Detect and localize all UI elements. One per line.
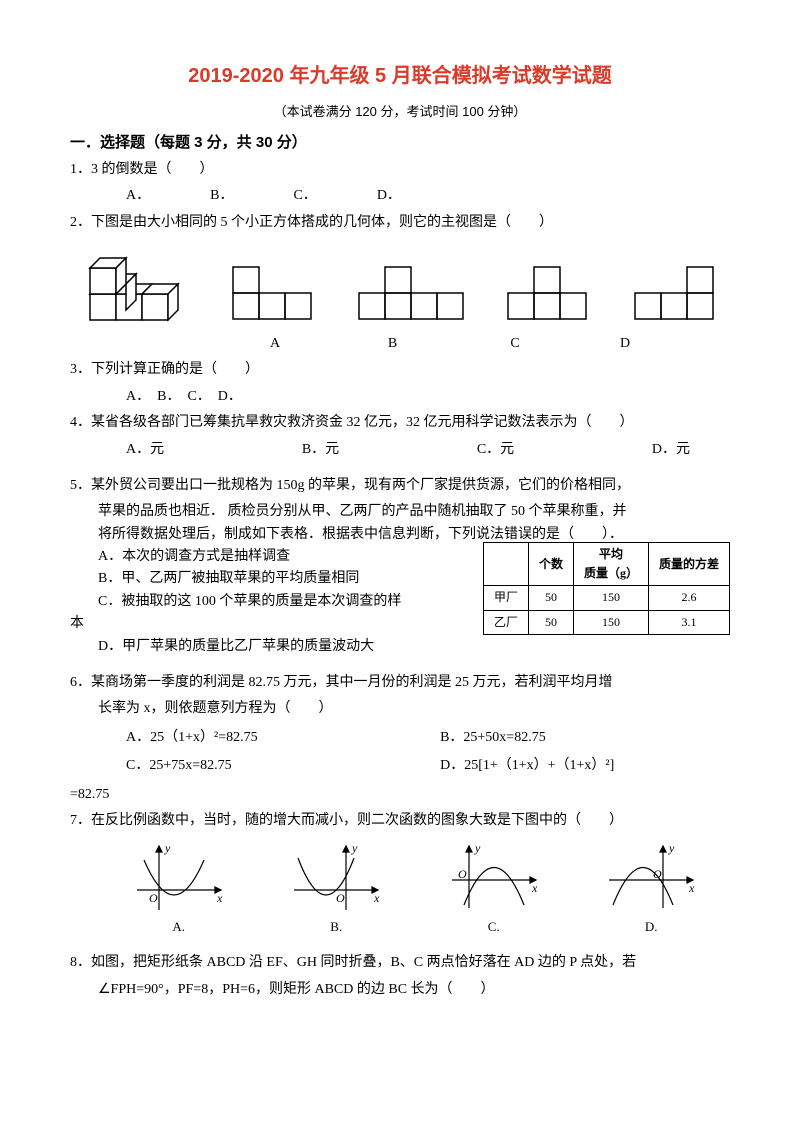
svg-text:O: O — [149, 891, 158, 905]
q7-fig-d-icon: x y O — [601, 840, 701, 915]
q2-option-a-icon — [228, 259, 318, 329]
q6-a: A．25（1+x）²=82.75 — [126, 727, 440, 749]
q5-r2-name: 乙厂 — [483, 610, 528, 634]
page-subtitle: （本试卷满分 120 分，考试时间 100 分钟） — [70, 102, 730, 123]
q5-l1: 5．某外贸公司要出口一批规格为 150g 的苹果，现有两个厂家提供货源，它们的价… — [70, 475, 730, 497]
q5-l2: 苹果的品质也相近． 质检员分别从甲、乙两厂的产品中随机抽取了 50 个苹果称重，… — [70, 501, 730, 523]
q7-c-label: C. — [444, 917, 544, 938]
svg-text:x: x — [216, 891, 223, 905]
q7-text: 7．在反比例函数中，当时，随的增大而减小，则二次函数的图象大致是下图中的（ ） — [70, 810, 730, 832]
q2-label-a: A — [220, 333, 330, 355]
table-row: 乙厂 50 150 3.1 — [483, 610, 729, 634]
q5-r1-c3: 2.6 — [648, 586, 729, 610]
q4-d: D．元 — [652, 439, 690, 461]
q1-c: C． — [293, 185, 316, 207]
q4-choices: A．元 B．元 C．元 D．元 — [70, 439, 730, 461]
q5-r1-name: 甲厂 — [483, 586, 528, 610]
table-row: 甲厂 50 150 2.6 — [483, 586, 729, 610]
q5-r1-c2: 150 — [573, 586, 648, 610]
q5-r2-c3: 3.1 — [648, 610, 729, 634]
q6-l1: 6．某商场第一季度的利润是 82.75 万元，其中一月份的利润是 25 万元，若… — [70, 672, 730, 694]
q5-table: 个数 平均质量（g） 质量的方差 甲厂 50 150 2.6 乙厂 50 150… — [483, 542, 730, 635]
q4-b: B．元 — [302, 439, 339, 461]
q6-eq: =82.75 — [70, 784, 730, 806]
q1-a: A． — [126, 185, 150, 207]
q8-l1: 8．如图，把矩形纸条 ABCD 沿 EF、GH 同时折叠，B、C 两点恰好落在 … — [70, 952, 730, 974]
q2-solid-icon — [80, 244, 190, 329]
q2-option-b-icon — [355, 259, 465, 329]
q2-option-d-icon — [630, 259, 720, 329]
q5-th-blank — [483, 543, 528, 586]
section-1-title: 一．选择题（每题 3 分，共 30 分） — [70, 131, 730, 155]
q7-fig-b-icon: x y O — [286, 840, 386, 915]
q2-text: 2．下图是由大小相同的 5 个小正方体搭成的几何体，则它的主视图是（ ） — [70, 212, 730, 234]
page-title: 2019-2020 年九年级 5 月联合模拟考试数学试题 — [70, 60, 730, 92]
svg-text:x: x — [688, 881, 695, 895]
q5-th2: 平均质量（g） — [573, 543, 648, 586]
q5-d: D．甲厂苹果的质量比乙厂苹果的质量波动大 — [70, 636, 730, 658]
q5-block: 5．某外贸公司要出口一批规格为 150g 的苹果，现有两个厂家提供货源，它们的价… — [70, 471, 730, 658]
q7-figures: x y O A. x y O B. x y O — [100, 840, 730, 938]
q6-l2: 长率为 x，则依题意列方程为（ ） — [70, 698, 730, 720]
svg-text:y: y — [668, 841, 675, 855]
q7-b-label: B. — [286, 917, 386, 938]
q2-label-b: B — [330, 333, 455, 355]
q2-labels: A B C D — [70, 333, 730, 355]
q5-r1-c1: 50 — [528, 586, 573, 610]
q7-fig-c-icon: x y O — [444, 840, 544, 915]
svg-text:x: x — [373, 891, 380, 905]
q1-text: 1．3 的倒数是（ ） — [70, 159, 730, 181]
q6-d: D．25[1+（1+x）+（1+x）²] — [440, 755, 614, 777]
q7-d-label: D. — [601, 917, 701, 938]
q7-fig-a-icon: x y O — [129, 840, 229, 915]
q6-b: B．25+50x=82.75 — [440, 727, 546, 749]
svg-text:y: y — [474, 841, 481, 855]
q1-d: D． — [377, 185, 401, 207]
q5-th3: 质量的方差 — [648, 543, 729, 586]
q5-r2-c1: 50 — [528, 610, 573, 634]
svg-text:O: O — [653, 867, 662, 881]
q1-choices: A． B． C． D． — [70, 185, 730, 207]
q4-text: 4．某省各级各部门已筹集抗旱救灾救济资金 32 亿元，32 亿元用科学记数法表示… — [70, 412, 730, 434]
q6-c: C．25+75x=82.75 — [126, 755, 440, 777]
q4-a: A．元 — [126, 439, 164, 461]
q7-a-label: A. — [129, 917, 229, 938]
q3-options: A． B． C． D． — [70, 386, 730, 408]
q8-l2: ∠FPH=90°，PF=8，PH=6，则矩形 ABCD 的边 BC 长为（ ） — [70, 979, 730, 1001]
q1-b: B． — [210, 185, 233, 207]
svg-text:y: y — [351, 841, 358, 855]
svg-text:O: O — [336, 891, 345, 905]
q4-c: C．元 — [477, 439, 514, 461]
svg-text:y: y — [164, 841, 171, 855]
q5-th1: 个数 — [528, 543, 573, 586]
q2-label-c: C — [455, 333, 575, 355]
q2-label-d: D — [575, 333, 675, 355]
svg-text:O: O — [458, 867, 467, 881]
q2-option-c-icon — [503, 259, 593, 329]
q2-figure-row — [70, 244, 730, 329]
q3-text: 3．下列计算正确的是（ ） — [70, 359, 730, 381]
q5-r2-c2: 150 — [573, 610, 648, 634]
svg-text:x: x — [531, 881, 538, 895]
